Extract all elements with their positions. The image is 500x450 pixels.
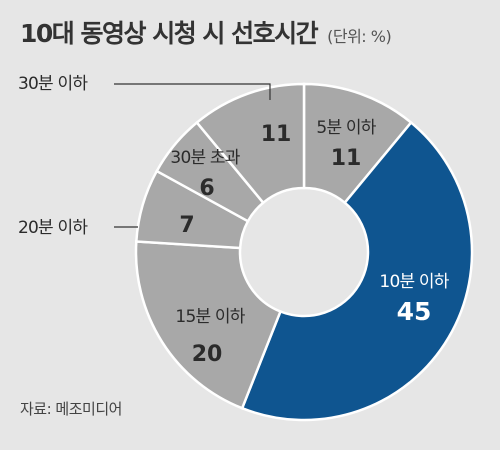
source-note: 자료: 메조미디어 <box>20 400 122 418</box>
slice-labels: 5분 이하 11 10분 이하 45 15분 이하 20 20분 이하 7 30분 초과 6 30분… <box>18 74 451 367</box>
slice-value-1: 11 <box>331 146 362 171</box>
slice-label-5: 30분 초과 <box>170 148 240 168</box>
slice-label-6: 30분 이하 <box>18 74 88 94</box>
slice-value-5: 6 <box>199 176 214 201</box>
slice-3 <box>134 240 283 410</box>
slices <box>134 82 474 422</box>
slice-label-3: 15분 이하 <box>175 307 245 327</box>
slice-label-1: 5분 이하 <box>316 118 376 138</box>
slice-6 <box>195 82 306 205</box>
slice-label-2: 10분 이하 <box>379 272 449 292</box>
unit-label: (단위: %) <box>327 27 392 46</box>
leader-line-6 <box>114 83 271 100</box>
slice-2 <box>240 120 474 422</box>
title-row: 10대 동영상 시청 시 선호시간 (단위: %) <box>20 14 392 50</box>
slice-value-4: 7 <box>179 213 194 238</box>
slice-value-3: 20 <box>192 342 223 367</box>
slice-value-2: 45 <box>397 297 432 326</box>
chart-title: 10대 동영상 시청 시 선호시간 <box>20 19 319 48</box>
slice-value-6: 11 <box>261 122 292 147</box>
slice-label-4: 20분 이하 <box>18 218 88 238</box>
